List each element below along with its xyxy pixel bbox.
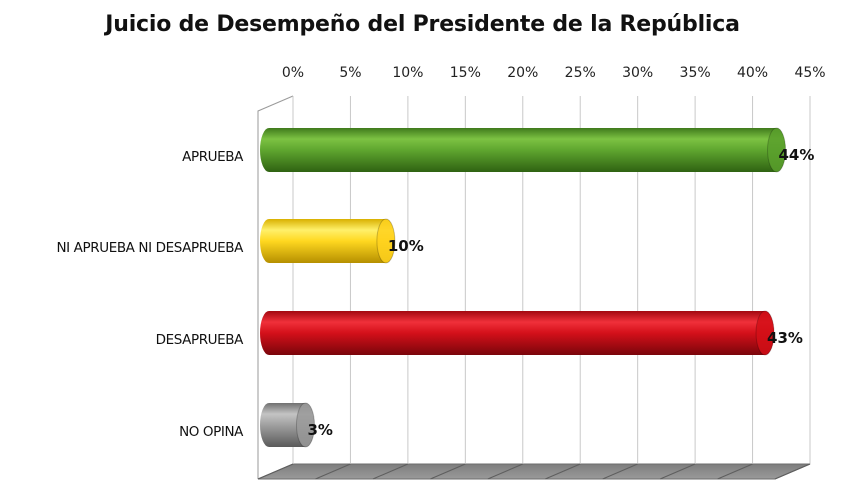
data-label: 43%: [767, 329, 803, 347]
floor-gridline: [257, 463, 294, 480]
bar-aprueba: [260, 128, 786, 172]
data-label: 3%: [307, 421, 332, 439]
x-tick-label: 35%: [680, 65, 711, 81]
category-label: NI APRUEBA NI DESAPRUEBA: [56, 240, 244, 256]
bar-ni-aprueba-ni-desaprueba: [260, 219, 395, 263]
floor-gridline: [372, 463, 409, 480]
x-tick-label: 5%: [339, 65, 361, 81]
x-tick-label: 45%: [794, 65, 825, 81]
floor-gridline: [717, 463, 753, 480]
floor-gridline: [602, 463, 638, 480]
floor-gridline: [487, 463, 523, 480]
x-tick-label: 10%: [392, 65, 423, 81]
bar-end-cap: [295, 402, 315, 448]
category-label: NO OPINA: [179, 424, 244, 440]
floor-gridline: [659, 463, 696, 480]
x-tick-label: 30%: [622, 65, 653, 81]
bar-end-cap: [376, 218, 396, 264]
x-tick-label: 0%: [282, 65, 304, 81]
data-label: 44%: [779, 146, 815, 164]
x-tick-label: 15%: [450, 65, 481, 81]
category-label: APRUEBA: [182, 149, 244, 165]
chart-side-wall: [257, 95, 294, 479]
x-tick-label: 40%: [737, 65, 768, 81]
bar-desaprueba: [260, 311, 775, 355]
x-tick-label: 25%: [565, 65, 596, 81]
x-tick-label: 20%: [507, 65, 538, 81]
chart-floor: [257, 463, 811, 480]
bar-end-cap: [767, 127, 787, 173]
data-label: 10%: [388, 237, 424, 255]
chart-title: Juicio de Desempeño del Presidente de la…: [105, 12, 740, 37]
bar-end-cap: [755, 310, 775, 356]
floor-gridline: [774, 463, 811, 480]
category-label: DESAPRUEBA: [156, 332, 245, 348]
floor-gridline: [545, 463, 581, 480]
floor-gridline: [315, 463, 351, 480]
floor-gridline: [430, 463, 466, 480]
